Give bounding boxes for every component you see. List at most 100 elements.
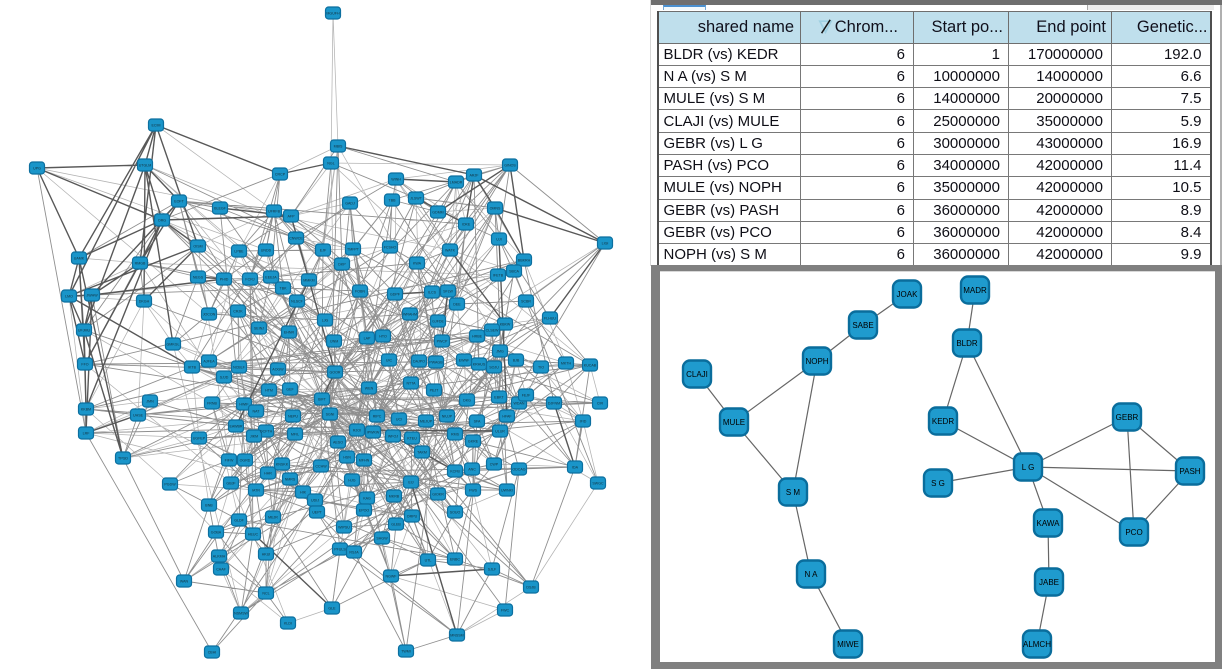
- svg-text:GLDF: GLDF: [234, 519, 244, 523]
- svg-text:KWA: KWA: [413, 262, 422, 266]
- svg-text:IFETB: IFETB: [493, 274, 504, 278]
- svg-text:HFAF: HFAF: [502, 415, 512, 419]
- svg-text:TBK: TBK: [280, 287, 288, 291]
- svg-text:CWP: CWP: [490, 463, 499, 467]
- svg-text:CLAJI: CLAJI: [686, 370, 708, 379]
- svg-text:WDAN: WDAN: [514, 402, 525, 406]
- svg-text:EIJ: EIJ: [408, 481, 413, 485]
- svg-text:GOBA: GOBA: [211, 531, 222, 535]
- svg-text:UJI: UJI: [496, 238, 501, 242]
- svg-text:UNDD: UNDD: [261, 249, 272, 253]
- svg-text:N A: N A: [805, 570, 819, 579]
- svg-text:SJLF: SJLF: [488, 568, 497, 572]
- svg-text:HTM: HTM: [265, 389, 273, 393]
- svg-text:NCBLF: NCBLF: [233, 366, 246, 370]
- svg-text:WIPSU: WIPSU: [338, 526, 350, 530]
- svg-text:UCI: UCI: [396, 418, 402, 422]
- svg-text:IFID: IFID: [580, 420, 587, 424]
- svg-text:KTEU: KTEU: [407, 437, 417, 441]
- svg-text:DSJB: DSJB: [526, 586, 536, 590]
- svg-text:AOGW: AOGW: [272, 368, 284, 372]
- svg-text:LIGI: LIGI: [602, 242, 609, 246]
- svg-text:EOFT: EOFT: [174, 200, 184, 204]
- svg-text:NCL: NCL: [262, 592, 269, 596]
- svg-text:UFJMU: UFJMU: [78, 329, 91, 333]
- svg-text:CAAF: CAAF: [216, 568, 226, 572]
- svg-text:MNSSM: MNSSM: [450, 634, 463, 638]
- svg-text:DJFNM: DJFNM: [548, 402, 560, 406]
- svg-text:GKRE: GKRE: [468, 440, 479, 444]
- svg-text:ALKMH: ALKMH: [213, 555, 226, 559]
- svg-text:EEEJA: EEEJA: [265, 276, 277, 280]
- svg-text:LMO: LMO: [65, 295, 73, 299]
- svg-text:GADJ: GADJ: [345, 202, 355, 206]
- svg-text:RMGB: RMGB: [135, 262, 146, 266]
- svg-text:FCSHO: FCSHO: [384, 246, 397, 250]
- svg-text:MKTH: MKTH: [561, 362, 572, 366]
- svg-text:AFP: AFP: [288, 215, 296, 219]
- svg-text:ULUR: ULUR: [495, 430, 505, 434]
- svg-text:KCFB: KCFB: [450, 470, 460, 474]
- svg-text:PGDW: PGDW: [164, 483, 176, 487]
- svg-text:AESO: AESO: [333, 441, 343, 445]
- svg-text:GBJF: GBJF: [226, 482, 236, 486]
- svg-text:PWCP: PWCP: [437, 340, 448, 344]
- svg-text:ALMCH: ALMCH: [1023, 640, 1051, 649]
- svg-text:KRHUS: KRHUS: [473, 363, 486, 367]
- svg-text:PHID: PHID: [220, 278, 229, 282]
- svg-text:PWAGB: PWAGB: [429, 361, 443, 365]
- svg-text:LAP: LAP: [364, 337, 371, 341]
- svg-text:FFO: FFO: [81, 363, 88, 367]
- svg-text:ENBC: ENBC: [450, 558, 460, 562]
- svg-text:FRNB: FRNB: [207, 402, 217, 406]
- svg-text:HEUC: HEUC: [248, 533, 259, 537]
- svg-text:KNSKK: KNSKK: [276, 463, 289, 467]
- svg-text:GDPF: GDPF: [390, 293, 401, 297]
- svg-text:IJNM: IJNM: [330, 340, 338, 344]
- svg-text:EAWBR: EAWBR: [229, 425, 242, 429]
- svg-text:HKUI: HKUI: [262, 553, 271, 557]
- svg-text:SFA: SFA: [474, 420, 481, 424]
- svg-text:ILCS: ILCS: [428, 291, 437, 295]
- svg-text:WAN: WAN: [180, 580, 189, 584]
- svg-text:LMADR: LMADR: [450, 181, 463, 185]
- svg-text:GMKGL: GMKGL: [167, 343, 180, 347]
- svg-text:ODCAG: ODCAG: [512, 468, 525, 472]
- svg-text:BJB: BJB: [513, 359, 520, 363]
- svg-text:FWS: FWS: [469, 489, 478, 493]
- svg-text:WEN: WEN: [365, 387, 374, 391]
- svg-text:DKP: DKP: [338, 263, 346, 267]
- svg-text:DKGH: DKGH: [139, 300, 150, 304]
- svg-text:NOPH: NOPH: [805, 357, 828, 366]
- svg-text:FOBN: FOBN: [355, 290, 365, 294]
- svg-text:HRBE: HRBE: [472, 335, 483, 339]
- svg-text:EHNR: EHNR: [284, 331, 295, 335]
- svg-text:BBKRH: BBKRH: [518, 259, 531, 263]
- svg-text:JABE: JABE: [1039, 578, 1059, 587]
- svg-text:MFIL: MFIL: [291, 433, 299, 437]
- svg-text:S M: S M: [786, 488, 801, 497]
- svg-text:ARJF: ARJF: [470, 174, 480, 178]
- svg-text:EWNF: EWNF: [459, 359, 470, 363]
- svg-text:NSMSW: NSMSW: [234, 612, 248, 616]
- svg-text:JOCON: JOCON: [203, 313, 216, 317]
- svg-text:IKTB: IKTB: [188, 366, 197, 370]
- svg-text:GINOS: GINOS: [504, 164, 516, 168]
- svg-text:DKG: DKG: [463, 399, 471, 403]
- svg-text:NMRS: NMRS: [285, 478, 296, 482]
- svg-text:MKRB: MKRB: [389, 495, 400, 499]
- svg-text:GLEB: GLEB: [391, 523, 401, 527]
- svg-text:KUCAB: KUCAB: [584, 364, 597, 368]
- svg-text:IATR: IATR: [252, 489, 260, 493]
- svg-text:S G: S G: [931, 479, 945, 488]
- svg-text:MFHN: MFHN: [359, 459, 370, 463]
- svg-text:KAG: KAG: [363, 497, 371, 501]
- svg-text:GIOKR: GIOKR: [432, 493, 444, 497]
- svg-text:HIK: HIK: [300, 491, 307, 495]
- svg-text:CNWCE: CNWCE: [289, 237, 303, 241]
- svg-text:OGRD: OGRD: [240, 459, 251, 463]
- svg-text:PCO: PCO: [1125, 528, 1142, 537]
- svg-text:ECIM: ECIM: [152, 124, 161, 128]
- svg-text:NIUJP: NIUJP: [442, 415, 453, 419]
- svg-text:NLSCF: NLSCF: [291, 300, 304, 304]
